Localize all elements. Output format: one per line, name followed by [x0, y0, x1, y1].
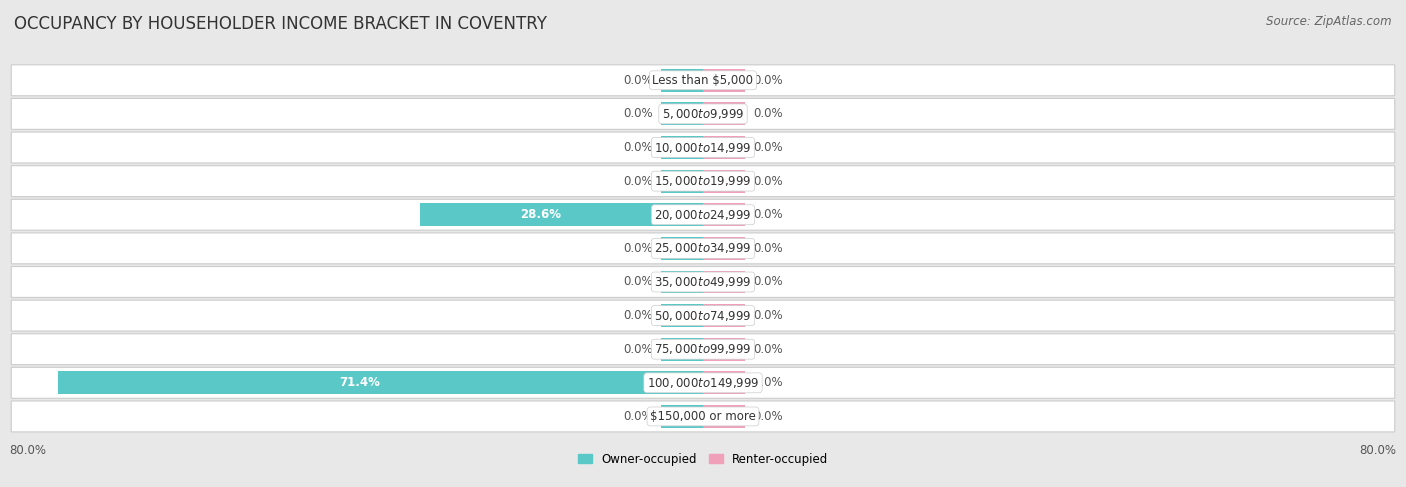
Text: 0.0%: 0.0% — [623, 175, 652, 187]
FancyBboxPatch shape — [11, 300, 1395, 331]
Text: $25,000 to $34,999: $25,000 to $34,999 — [654, 242, 752, 255]
Text: $10,000 to $14,999: $10,000 to $14,999 — [654, 141, 752, 154]
Text: Source: ZipAtlas.com: Source: ZipAtlas.com — [1267, 15, 1392, 28]
Bar — [703, 405, 745, 428]
Text: 0.0%: 0.0% — [754, 175, 783, 187]
Legend: Owner-occupied, Renter-occupied: Owner-occupied, Renter-occupied — [572, 448, 834, 470]
Text: 0.0%: 0.0% — [623, 343, 652, 356]
Bar — [661, 405, 703, 428]
Text: 0.0%: 0.0% — [623, 74, 652, 87]
Text: 0.0%: 0.0% — [623, 141, 652, 154]
FancyBboxPatch shape — [11, 233, 1395, 264]
FancyBboxPatch shape — [11, 98, 1395, 130]
Bar — [703, 169, 745, 192]
Text: 0.0%: 0.0% — [754, 108, 783, 120]
Text: 0.0%: 0.0% — [623, 410, 652, 423]
Bar — [703, 204, 745, 226]
FancyBboxPatch shape — [11, 334, 1395, 365]
Text: $20,000 to $24,999: $20,000 to $24,999 — [654, 208, 752, 222]
Bar — [703, 271, 745, 293]
Bar — [661, 102, 703, 125]
Text: $35,000 to $49,999: $35,000 to $49,999 — [654, 275, 752, 289]
Text: 28.6%: 28.6% — [520, 208, 561, 221]
Text: $15,000 to $19,999: $15,000 to $19,999 — [654, 174, 752, 188]
Text: $100,000 to $149,999: $100,000 to $149,999 — [647, 376, 759, 390]
Text: OCCUPANCY BY HOUSEHOLDER INCOME BRACKET IN COVENTRY: OCCUPANCY BY HOUSEHOLDER INCOME BRACKET … — [14, 15, 547, 33]
FancyBboxPatch shape — [11, 266, 1395, 298]
FancyBboxPatch shape — [11, 132, 1395, 163]
Bar — [703, 69, 745, 92]
FancyBboxPatch shape — [11, 166, 1395, 197]
Bar — [661, 136, 703, 159]
Bar — [703, 304, 745, 327]
Bar — [703, 237, 745, 260]
Text: $5,000 to $9,999: $5,000 to $9,999 — [662, 107, 744, 121]
Bar — [703, 102, 745, 125]
Text: 0.0%: 0.0% — [623, 276, 652, 288]
Text: 0.0%: 0.0% — [754, 343, 783, 356]
FancyBboxPatch shape — [11, 65, 1395, 96]
Text: 0.0%: 0.0% — [754, 376, 783, 389]
Text: 0.0%: 0.0% — [754, 410, 783, 423]
Bar — [703, 136, 745, 159]
Text: 0.0%: 0.0% — [754, 141, 783, 154]
Text: 71.4%: 71.4% — [339, 376, 380, 389]
Bar — [661, 304, 703, 327]
Text: Less than $5,000: Less than $5,000 — [652, 74, 754, 87]
Bar — [661, 204, 703, 226]
Text: $150,000 or more: $150,000 or more — [650, 410, 756, 423]
Bar — [661, 237, 703, 260]
Bar — [661, 169, 703, 192]
Bar — [661, 271, 703, 293]
Bar — [419, 204, 661, 226]
FancyBboxPatch shape — [11, 367, 1395, 398]
Text: 0.0%: 0.0% — [754, 309, 783, 322]
Text: 0.0%: 0.0% — [754, 74, 783, 87]
FancyBboxPatch shape — [11, 199, 1395, 230]
Bar — [703, 338, 745, 361]
Bar — [661, 338, 703, 361]
Bar — [661, 69, 703, 92]
Text: 0.0%: 0.0% — [623, 108, 652, 120]
FancyBboxPatch shape — [11, 401, 1395, 432]
Text: 0.0%: 0.0% — [623, 242, 652, 255]
Text: $75,000 to $99,999: $75,000 to $99,999 — [654, 342, 752, 356]
Bar — [661, 372, 703, 394]
Text: 0.0%: 0.0% — [754, 276, 783, 288]
Text: 0.0%: 0.0% — [754, 242, 783, 255]
Text: 0.0%: 0.0% — [623, 309, 652, 322]
Text: 0.0%: 0.0% — [754, 208, 783, 221]
Text: $50,000 to $74,999: $50,000 to $74,999 — [654, 309, 752, 322]
Bar — [59, 372, 661, 394]
Bar — [703, 372, 745, 394]
